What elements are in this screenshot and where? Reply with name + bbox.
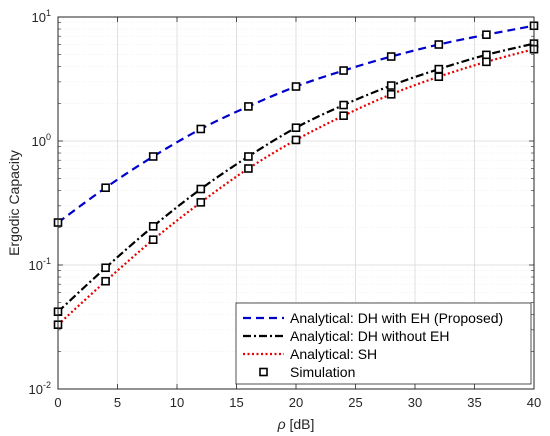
x-tick-label: 5 xyxy=(114,395,121,410)
simulation-marker xyxy=(244,102,253,111)
simulation-marker xyxy=(482,30,491,39)
x-tick-label: 0 xyxy=(54,395,61,410)
y-tick-label: 10-1 xyxy=(29,256,51,273)
simulation-marker xyxy=(244,152,253,161)
simulation-marker xyxy=(291,135,301,145)
x-tick-label: 10 xyxy=(170,395,184,410)
legend-box xyxy=(235,302,532,385)
legend-label-sh: Analytical: SH xyxy=(290,346,377,362)
simulation-marker xyxy=(196,124,206,134)
x-tick-label: 35 xyxy=(467,395,481,410)
y-tick-label: 100 xyxy=(32,132,51,149)
simulation-marker xyxy=(196,184,206,194)
x-tick-label: 30 xyxy=(408,395,422,410)
simulation-marker xyxy=(482,50,491,60)
x-axis-unit: [dB] xyxy=(286,416,315,432)
legend-swatch-simulation xyxy=(259,367,268,377)
simulation-marker xyxy=(244,164,253,173)
simulation-marker xyxy=(291,123,301,133)
legend-label-dh-without-eh: Analytical: DH without EH xyxy=(290,328,450,344)
simulation-marker xyxy=(434,64,444,74)
simulation-marker xyxy=(148,235,158,244)
x-tick-label: 40 xyxy=(527,395,541,410)
simulation-marker xyxy=(196,198,206,207)
simulation-marker xyxy=(339,111,348,120)
x-axis-label: ρ [dB] xyxy=(277,416,315,432)
simulation-marker xyxy=(101,183,110,193)
simulation-marker xyxy=(148,222,158,231)
y-tick-label: 101 xyxy=(32,8,51,25)
simulation-marker xyxy=(291,82,301,91)
legend-label-dh-with-eh: Analytical: DH with EH (Proposed) xyxy=(290,310,503,326)
x-tick-label: 25 xyxy=(348,395,362,410)
legend: Analytical: DH with EH (Proposed) Analyt… xyxy=(235,302,532,385)
y-axis-label: Ergodic Capacity xyxy=(6,150,22,256)
simulation-marker xyxy=(101,276,110,286)
simulation-markers xyxy=(53,21,539,330)
simulation-marker xyxy=(482,57,491,67)
x-tick-label: 20 xyxy=(289,395,303,410)
simulation-marker xyxy=(339,100,348,110)
y-tick-label: 10-2 xyxy=(29,380,51,397)
simulation-marker xyxy=(434,72,444,82)
simulation-marker xyxy=(386,90,396,99)
legend-label-simulation: Simulation xyxy=(290,364,355,380)
series-line-1 xyxy=(57,42,535,313)
axis-ticks: 0 5 10 15 20 25 30 35 40 10-2 10-1 100 101 xyxy=(29,8,542,410)
simulation-marker xyxy=(101,263,110,273)
x-axis-symbol: ρ xyxy=(277,416,286,432)
simulation-marker xyxy=(386,52,396,61)
simulation-marker xyxy=(339,66,348,75)
x-tick-label: 15 xyxy=(229,395,243,410)
simulation-marker xyxy=(148,152,158,161)
simulation-marker xyxy=(434,40,444,49)
simulation-marker xyxy=(386,81,396,90)
